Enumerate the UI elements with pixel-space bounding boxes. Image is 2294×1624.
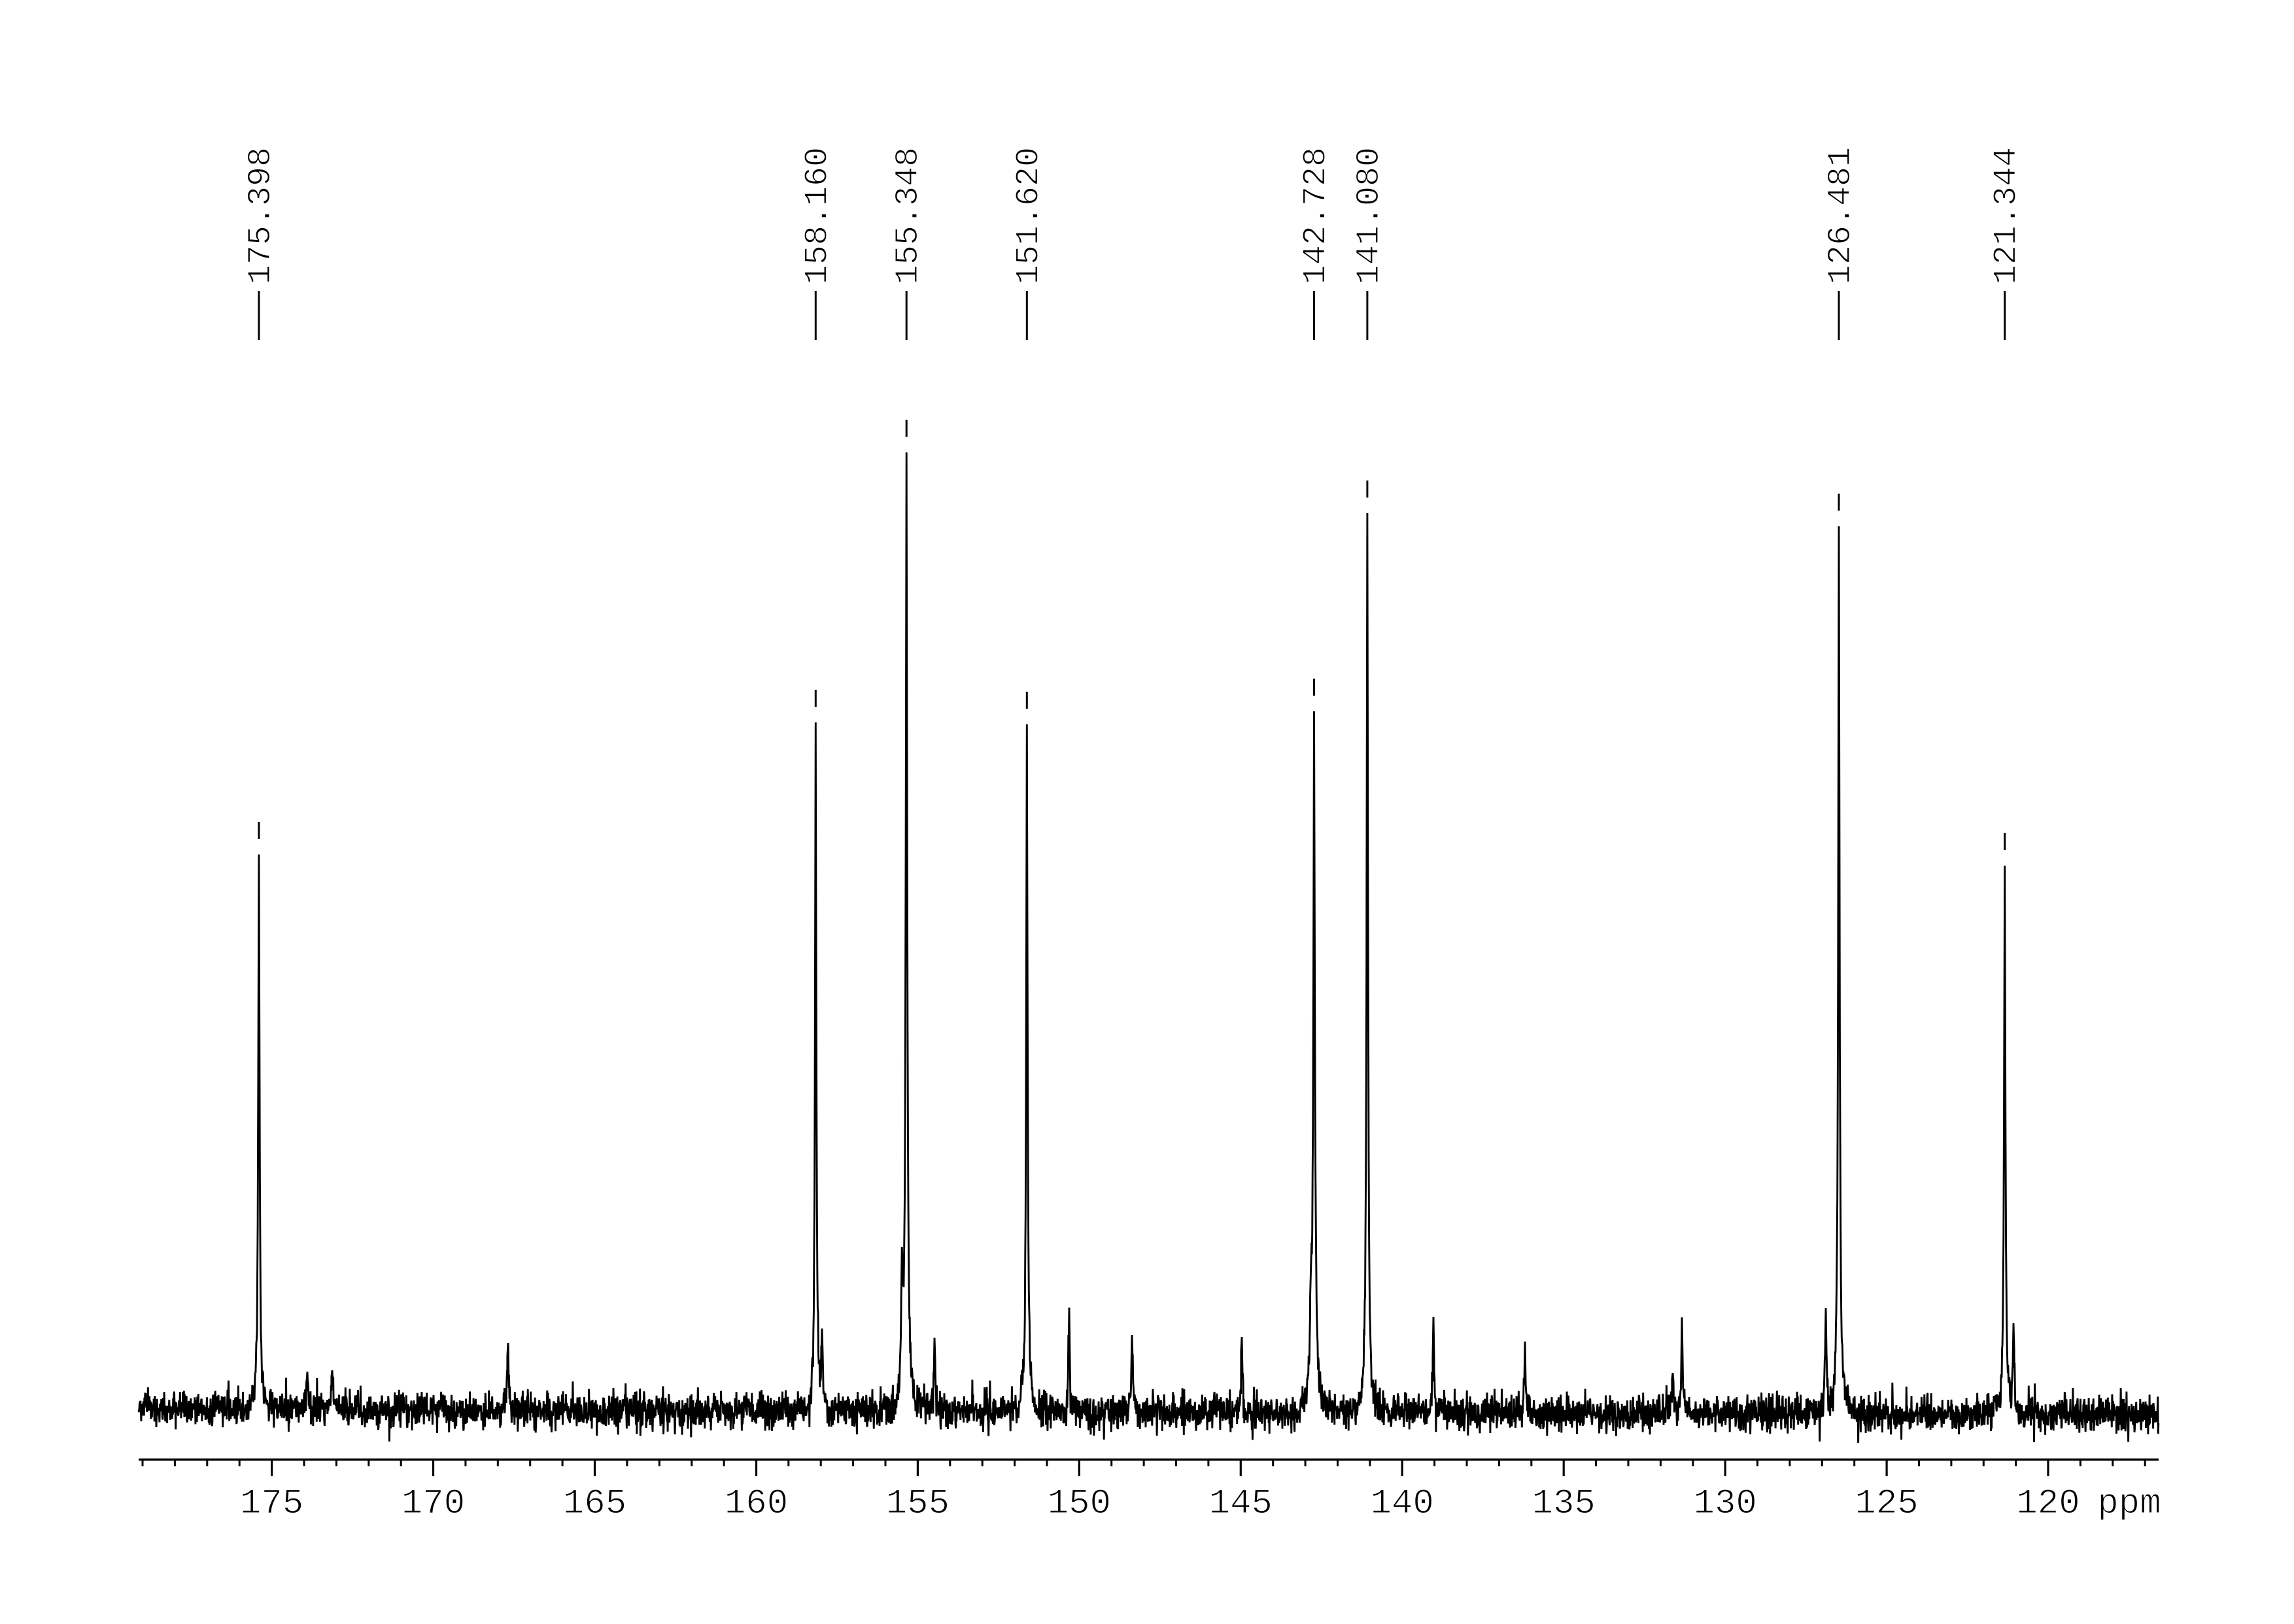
svg-text:ppm: ppm — [2097, 1484, 2161, 1524]
svg-text:140: 140 — [1371, 1484, 1434, 1524]
svg-text:135: 135 — [1532, 1484, 1596, 1524]
svg-text:151.620: 151.620 — [1010, 147, 1048, 284]
svg-text:175: 175 — [240, 1484, 303, 1524]
svg-text:155: 155 — [886, 1484, 950, 1524]
svg-text:170: 170 — [402, 1484, 465, 1524]
svg-text:165: 165 — [563, 1484, 626, 1524]
svg-text:126.481: 126.481 — [1823, 147, 1860, 284]
svg-text:130: 130 — [1694, 1484, 1757, 1524]
svg-text:121.344: 121.344 — [1989, 147, 2026, 284]
svg-text:150: 150 — [1048, 1484, 1111, 1524]
svg-text:155.348: 155.348 — [890, 147, 927, 284]
svg-text:142.728: 142.728 — [1298, 147, 1335, 284]
svg-text:141.080: 141.080 — [1351, 147, 1388, 284]
svg-text:145: 145 — [1209, 1484, 1273, 1524]
svg-text:175.398: 175.398 — [243, 147, 280, 284]
svg-text:158.160: 158.160 — [799, 147, 836, 284]
svg-text:160: 160 — [725, 1484, 788, 1524]
svg-text:125: 125 — [1855, 1484, 1918, 1524]
svg-text:120: 120 — [2016, 1484, 2080, 1524]
